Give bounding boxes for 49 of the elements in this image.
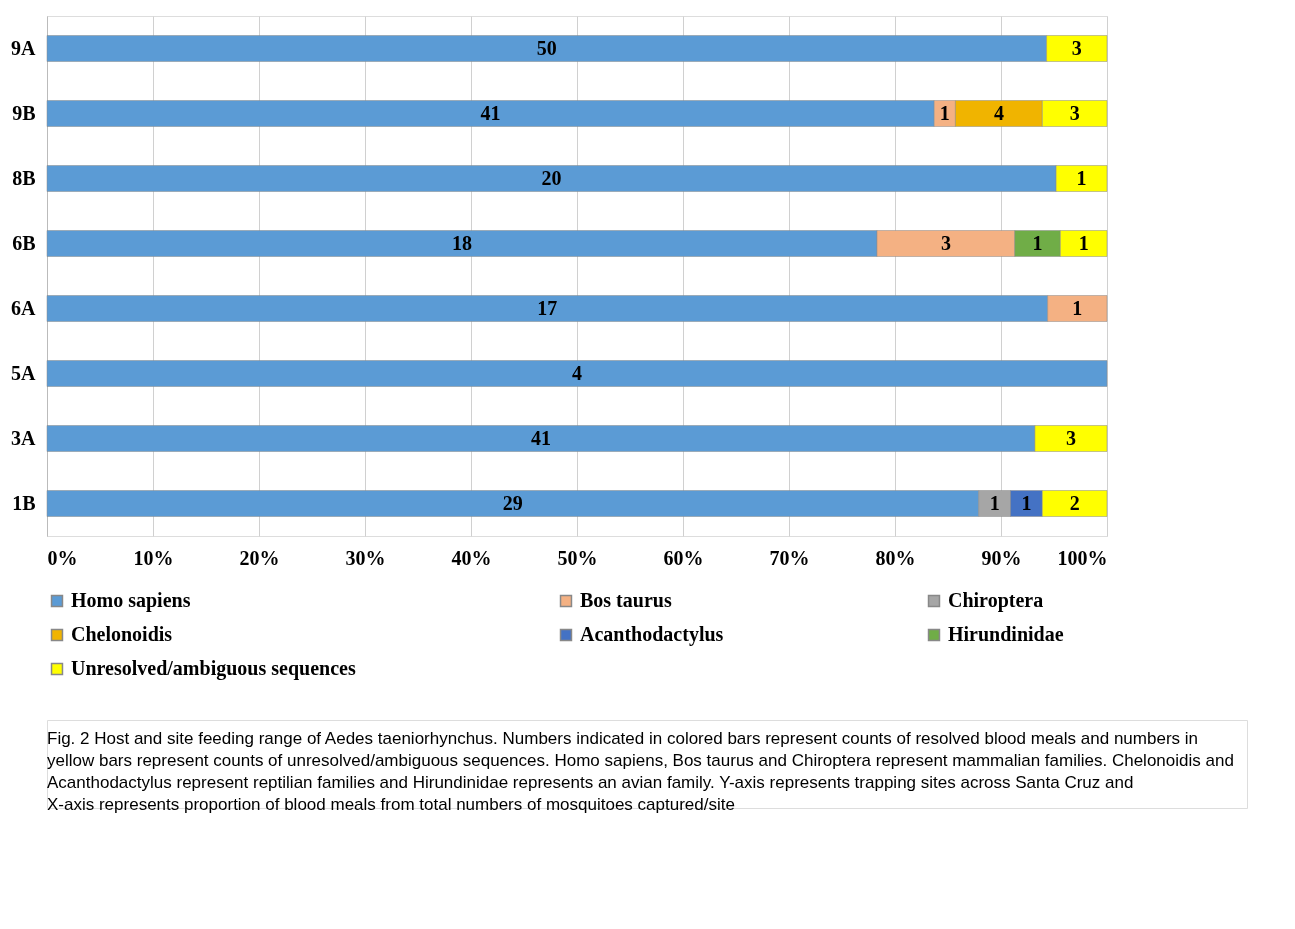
annotation: 50	[536, 36, 557, 59]
legend-label: Bos taurus	[580, 589, 672, 611]
y-tick-label: 5A	[11, 361, 37, 384]
legend-label: Chelonoidis	[71, 623, 173, 645]
annotation: 29	[502, 491, 523, 514]
annotation: 3	[940, 231, 951, 254]
legend-label: Acanthodactylus	[580, 623, 724, 646]
annotation: 41	[530, 426, 551, 449]
annotation: 1	[989, 491, 1000, 514]
annotation: 4	[572, 361, 582, 384]
x-tick-label: 70%	[769, 546, 810, 569]
y-tick-label: 6A	[11, 296, 37, 319]
y-tick-label: 9B	[12, 101, 36, 124]
x-tick-label: 40%	[451, 546, 492, 569]
annotation: 1	[1072, 296, 1083, 319]
annotation: 3	[1069, 101, 1080, 124]
x-tick-label: 20%	[239, 546, 280, 569]
x-tick-label: 80%	[875, 546, 916, 569]
annotation: 2	[1069, 491, 1080, 514]
legend-label: Hirundinidae	[948, 623, 1064, 645]
x-tick-label: 30%	[345, 546, 386, 569]
x-tick-label: 60%	[663, 546, 704, 569]
annotation: 1	[1032, 231, 1043, 254]
legend-label: Homo sapiens	[71, 589, 191, 612]
x-tick-label: 0%	[47, 546, 78, 569]
x-tick-label: 10%	[133, 546, 174, 569]
x-tick-label: 50%	[557, 546, 598, 569]
y-tick-label: 6B	[12, 231, 36, 254]
legend-label: Unresolved/ambiguous sequences	[71, 657, 356, 680]
x-tick-label: 90%	[981, 546, 1022, 569]
annotation: 41	[480, 101, 501, 124]
annotation: 4	[993, 101, 1004, 124]
annotation: 1	[1078, 231, 1089, 254]
annotation: 1	[1076, 166, 1087, 189]
bar	[46, 360, 1108, 387]
annotation: 18	[451, 231, 472, 254]
annotation: 3	[1065, 426, 1076, 449]
y-tick-label: 9A	[11, 36, 37, 59]
x-tick-label: 100%	[1057, 546, 1108, 569]
annotation: 17	[537, 296, 558, 319]
y-tick-label: 8B	[12, 166, 36, 189]
y-tick-label: 3A	[11, 426, 37, 449]
annotation: 1	[1021, 491, 1032, 514]
caption: Fig. 2 Host and site feeding range of Aedes taeniorhynchus. Numbers indicated in colored bars represent counts of resolved blood meals and numbers in yellow bars represent counts of unresolved/ambiguous sequences. Homo sapiens, Bos taurus and Chiroptera represent mammalian families. Chelonoidis and Acanthodactylus represent reptilian families and Hirundinidae represents an avian family. Y-axis represents trapping sites across Santa Cruz and X-axis represents proportion of blood meals from total numbers of mosquitoes captured/site	[47, 729, 1234, 814]
annotation: 20	[541, 166, 562, 189]
legend-label: Chiroptera	[948, 589, 1044, 612]
annotation: 3	[1071, 36, 1082, 59]
y-tick-label: 1B	[12, 491, 36, 514]
annotation: 1	[939, 101, 950, 124]
